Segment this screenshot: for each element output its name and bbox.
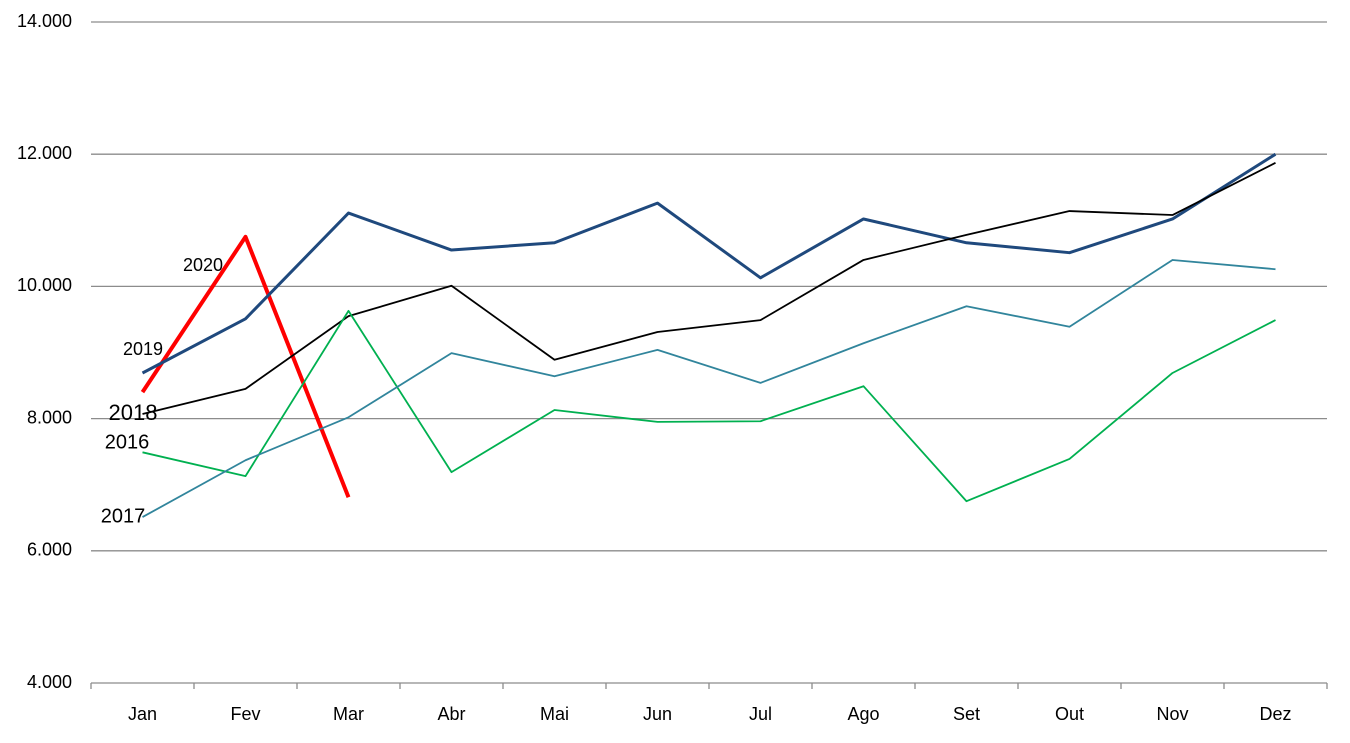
series-line: [141, 152, 1277, 375]
x-tick-label: Set: [953, 704, 980, 724]
y-tick-label: 12.000: [17, 143, 72, 163]
series-label: 2018: [109, 400, 158, 425]
series-label: 2020: [183, 255, 223, 275]
x-tick-label: Mai: [540, 704, 569, 724]
series-line: [142, 161, 1276, 415]
series-label: 2016: [105, 431, 150, 453]
x-tick-label: Nov: [1156, 704, 1188, 724]
series-line: [142, 309, 1276, 503]
x-tick-label: Mar: [333, 704, 364, 724]
x-tick-label: Jul: [749, 704, 772, 724]
y-tick-label: 6.000: [27, 540, 72, 560]
x-tick-label: Jun: [643, 704, 672, 724]
y-tick-label: 4.000: [27, 672, 72, 692]
y-tick-label: 8.000: [27, 407, 72, 427]
x-tick-label: Jan: [128, 704, 157, 724]
x-tick-label: Out: [1055, 704, 1084, 724]
x-tick-label: Ago: [847, 704, 879, 724]
y-tick-label: 10.000: [17, 275, 72, 295]
y-tick-label: 14.000: [17, 11, 72, 31]
series-label: 2019: [123, 339, 163, 359]
series-line: [140, 234, 351, 498]
series-label: 2017: [101, 505, 146, 527]
x-tick-label: Abr: [437, 704, 465, 724]
series-line: [142, 259, 1276, 518]
x-tick-label: Fev: [230, 704, 260, 724]
x-tick-label: Dez: [1259, 704, 1291, 724]
